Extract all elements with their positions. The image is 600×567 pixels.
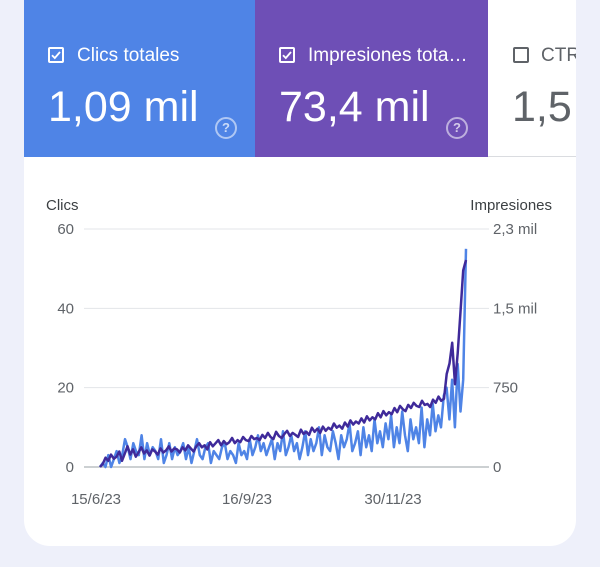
help-circle-icon[interactable]: ?: [215, 117, 237, 139]
series-line-clicks: [98, 248, 468, 469]
metric-value-clicks: 1,09 mil: [48, 83, 199, 131]
performance-chart: Clics Impresiones 60 2,3 mil 40 1,5 mil 20 75…: [24, 157, 576, 546]
left-axis-tick-label: 20: [57, 380, 74, 397]
left-axis-tick-label: 0: [66, 459, 74, 476]
metric-card-impressions[interactable]: Impresiones tota… 73,4 mil ?: [255, 0, 488, 157]
checkbox-unchecked-icon[interactable]: [513, 47, 529, 63]
left-axis-tick-label: 40: [57, 300, 74, 317]
x-axis-tick-label: 15/6/23: [71, 491, 121, 508]
metric-cards: Clics totales 1,09 mil ? Impresiones tot…: [24, 0, 576, 157]
metric-label-clicks: Clics totales: [77, 45, 180, 66]
left-axis-tick-label: 60: [57, 221, 74, 238]
metric-value-ctr: 1,5: [512, 83, 572, 131]
metric-value-impressions: 73,4 mil: [279, 83, 430, 131]
right-axis-tick-label: 750: [493, 380, 518, 397]
x-axis-tick-label: 16/9/23: [222, 491, 272, 508]
metric-card-clicks[interactable]: Clics totales 1,09 mil ?: [24, 0, 255, 157]
help-circle-icon[interactable]: ?: [446, 117, 468, 139]
series-line-impressions: [99, 259, 468, 468]
x-axis-tick-label: 30/11/23: [364, 491, 421, 508]
right-axis-tick-label: 1,5 mil: [493, 300, 537, 317]
line-chart: Clics Impresiones 60 2,3 mil 40 1,5 mil 20 75…: [46, 197, 552, 508]
metric-card-ctr[interactable]: CTR 1,5: [488, 0, 576, 157]
left-axis-title: Clics: [46, 197, 79, 214]
checkbox-checked-icon[interactable]: [48, 47, 64, 63]
right-axis-tick-label: 0: [493, 459, 501, 476]
metric-label-impressions: Impresiones tota…: [308, 45, 468, 66]
metric-label-ctr: CTR: [541, 45, 576, 66]
performance-panel: Clics totales 1,09 mil ? Impresiones tot…: [24, 0, 576, 546]
right-axis-title: Impresiones: [470, 197, 552, 214]
right-axis-tick-label: 2,3 mil: [493, 221, 537, 238]
checkbox-checked-icon[interactable]: [279, 47, 295, 63]
